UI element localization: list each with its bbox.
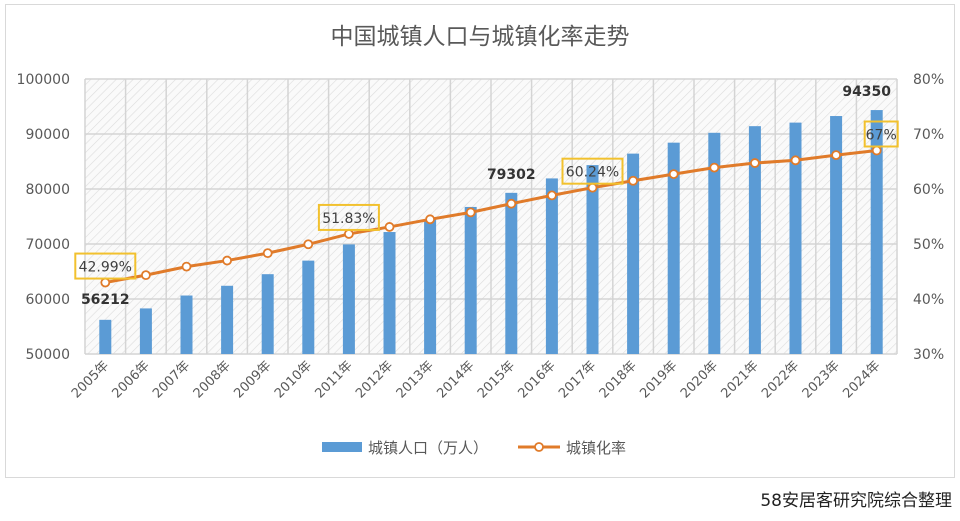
bar bbox=[870, 110, 883, 354]
x-tick-label: 2011年 bbox=[313, 358, 356, 401]
bar bbox=[424, 219, 437, 354]
rate-marker bbox=[343, 229, 354, 239]
bar bbox=[545, 178, 558, 354]
rate-marker bbox=[628, 175, 638, 186]
rate-marker bbox=[790, 155, 801, 166]
bar bbox=[383, 232, 396, 354]
bar bbox=[748, 126, 761, 354]
x-tick-label: 2023年 bbox=[800, 358, 843, 401]
bar bbox=[586, 165, 599, 354]
bar bbox=[342, 244, 355, 354]
rate-label-box bbox=[317, 203, 380, 231]
x-tick-label: 2017年 bbox=[556, 358, 599, 401]
x-tick-label: 2024年 bbox=[840, 358, 883, 401]
bar bbox=[261, 274, 274, 354]
rate-label-box bbox=[863, 120, 899, 148]
x-tick-label: 2022年 bbox=[759, 358, 802, 401]
rate-marker bbox=[425, 214, 436, 225]
rate-marker bbox=[222, 255, 233, 266]
bar-data-label: 56212 bbox=[81, 292, 130, 308]
x-tick-label: 2016年 bbox=[516, 358, 559, 401]
rate-marker bbox=[465, 207, 476, 218]
x-tick-label: 2009年 bbox=[231, 358, 274, 401]
bar bbox=[667, 142, 680, 354]
bar bbox=[830, 116, 843, 355]
rate-marker bbox=[871, 145, 882, 156]
bar-data-label: 79302 bbox=[487, 167, 536, 183]
chart-frame bbox=[5, 4, 955, 478]
y-right-tick-label: 40% bbox=[913, 292, 944, 308]
rate-line bbox=[105, 149, 877, 285]
rate-marker bbox=[587, 182, 598, 193]
y-right-tick-label: 80% bbox=[913, 72, 944, 88]
rate-marker bbox=[100, 277, 111, 288]
bar bbox=[302, 260, 315, 354]
y-left-tick-label: 100000 bbox=[17, 72, 70, 88]
bar bbox=[139, 308, 152, 354]
x-tick-label: 2005年 bbox=[69, 358, 112, 401]
x-tick-label: 2021年 bbox=[719, 358, 762, 401]
y-left-tick-label: 90000 bbox=[25, 127, 70, 143]
x-tick-label: 2010年 bbox=[272, 358, 315, 401]
bar-data-label: 94350 bbox=[842, 84, 891, 100]
bar bbox=[180, 295, 193, 354]
bar bbox=[221, 285, 234, 354]
rate-marker bbox=[262, 248, 273, 259]
bar bbox=[627, 153, 640, 354]
x-tick-label: 2013年 bbox=[394, 358, 437, 401]
y-right-tick-label: 30% bbox=[913, 347, 944, 363]
y-right-tick-label: 50% bbox=[913, 237, 944, 253]
chart-title: 中国城镇人口与城镇化率走势 bbox=[331, 24, 630, 50]
y-left-tick-label: 70000 bbox=[25, 237, 70, 253]
x-tick-label: 2008年 bbox=[191, 358, 234, 401]
bar bbox=[505, 192, 518, 354]
rate-marker bbox=[506, 198, 517, 209]
x-tick-label: 2006年 bbox=[110, 358, 153, 401]
rate-marker bbox=[384, 222, 395, 232]
y-left-tick-label: 50000 bbox=[25, 347, 70, 363]
rate-marker bbox=[303, 239, 314, 250]
y-left-tick-label: 80000 bbox=[25, 182, 70, 198]
rate-data-label: 42.99% bbox=[79, 260, 132, 276]
legend-bar-swatch bbox=[322, 442, 362, 452]
legend-bar-label: 城镇人口（万人） bbox=[368, 439, 488, 457]
x-tick-label: 2012年 bbox=[353, 358, 396, 401]
bar bbox=[464, 206, 477, 354]
rate-data-label: 60.24% bbox=[566, 165, 619, 181]
rate-marker bbox=[547, 190, 557, 201]
rate-marker bbox=[668, 169, 679, 179]
legend-line-label: 城镇化率 bbox=[566, 439, 626, 457]
rate-label-box bbox=[561, 157, 624, 185]
x-tick-label: 2015年 bbox=[475, 358, 518, 401]
x-tick-label: 2018年 bbox=[597, 358, 640, 401]
rate-data-label: 51.83% bbox=[322, 211, 375, 227]
x-tick-label: 2014年 bbox=[434, 358, 477, 401]
rate-marker bbox=[181, 261, 192, 272]
y-left-tick-label: 60000 bbox=[25, 292, 70, 308]
bar bbox=[99, 319, 112, 354]
rate-marker bbox=[831, 150, 841, 161]
footer-source: 58安居客研究院综合整理 bbox=[760, 491, 952, 511]
x-tick-label: 2019年 bbox=[637, 358, 680, 401]
rate-marker bbox=[140, 270, 151, 281]
y-right-tick-label: 60% bbox=[913, 182, 944, 198]
x-tick-label: 2020年 bbox=[678, 358, 721, 401]
rate-data-label: 67% bbox=[866, 128, 897, 144]
legend-line-marker bbox=[534, 442, 544, 452]
rate-marker bbox=[709, 162, 720, 173]
rate-marker bbox=[750, 158, 760, 168]
bar bbox=[789, 122, 802, 354]
x-tick-label: 2007年 bbox=[150, 358, 193, 401]
rate-label-box bbox=[74, 252, 137, 280]
y-right-tick-label: 70% bbox=[913, 127, 944, 143]
bar bbox=[708, 132, 721, 354]
